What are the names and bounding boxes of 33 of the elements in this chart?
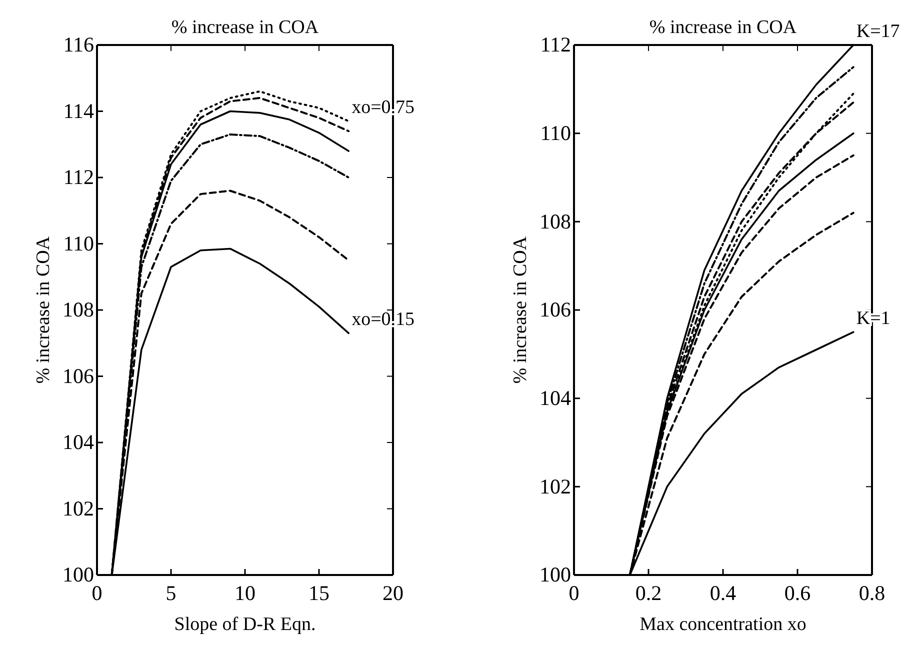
y-tick-label: 104 [540, 386, 572, 410]
y-tick-label: 102 [62, 496, 94, 520]
y-axis-title: % increase in COA [33, 236, 54, 384]
y-tick-label: 108 [540, 209, 571, 234]
x-tick-label: 0.4 [710, 580, 737, 605]
x-tick-label: 5 [166, 580, 176, 605]
chart-title: % increase in COA [171, 17, 319, 38]
x-tick-label: 0.2 [635, 580, 662, 605]
chart-title: % increase in COA [649, 17, 797, 38]
y-tick-label: 106 [62, 364, 94, 388]
x-axis-title: Slope of D-R Eqn. [174, 614, 316, 635]
x-tick-label: 0.8 [858, 580, 886, 605]
series-label: K=17 [856, 21, 900, 42]
x-tick-label: 0.6 [784, 580, 811, 605]
x-tick-label: 10 [234, 580, 256, 605]
y-tick-label: 110 [63, 231, 94, 256]
y-tick-label: 110 [540, 121, 571, 146]
y-tick-label: 116 [63, 32, 94, 57]
x-tick-label: 0 [92, 580, 102, 605]
y-tick-label: 104 [62, 430, 94, 454]
x-tick-label: 0 [568, 580, 580, 605]
y-tick-label: 114 [63, 98, 94, 123]
y-tick-label: 100 [540, 562, 571, 587]
y-tick-label: 108 [62, 298, 94, 322]
x-tick-label: 20 [382, 580, 404, 605]
y-axis-title: % increase in COA [510, 236, 531, 384]
x-axis-title: Max concentration xo [640, 614, 806, 635]
y-tick-label: 112 [63, 165, 94, 190]
y-tick-label: 106 [540, 298, 571, 322]
x-tick-label: 15 [308, 580, 330, 605]
y-tick-label: 102 [540, 474, 571, 498]
y-tick-label: 112 [540, 32, 571, 57]
y-tick-label: 100 [62, 562, 94, 587]
